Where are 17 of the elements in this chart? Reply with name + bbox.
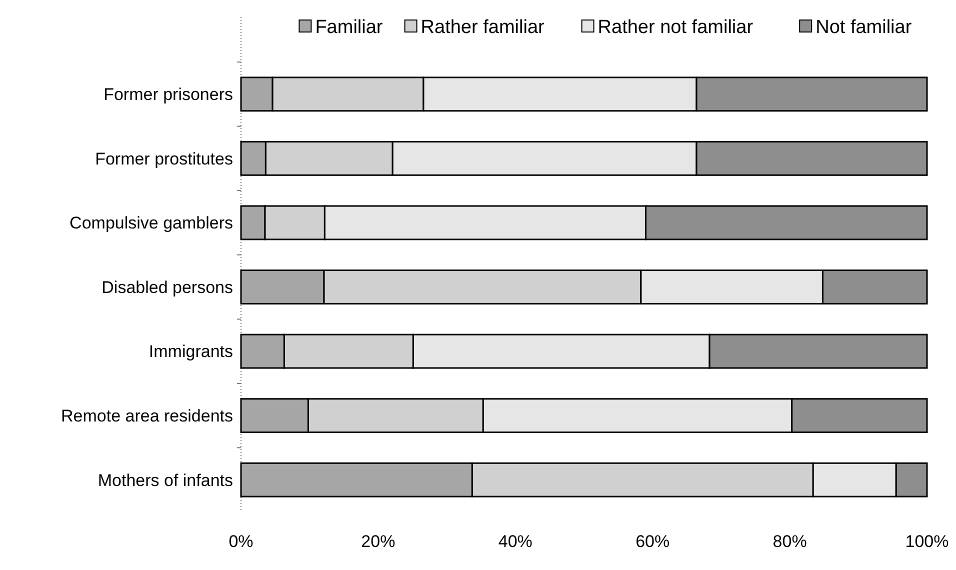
x-tick-label: 80% — [772, 532, 807, 551]
legend-label: Rather familiar — [420, 17, 546, 38]
x-tick-label: 40% — [498, 532, 532, 551]
y-tick-label: Disabled persons — [102, 278, 233, 297]
legend-label: Familiar — [315, 17, 384, 38]
x-tick-label: 60% — [636, 532, 670, 551]
y-tick-label: Former prisoners — [104, 85, 233, 104]
x-tick-label: 20% — [361, 532, 396, 551]
legend-label: Rather not familiar — [598, 17, 754, 38]
legend-label: Not familiar — [816, 17, 912, 38]
y-tick-label: Compulsive gamblers — [70, 214, 233, 233]
x-tick-label: 100% — [905, 532, 949, 551]
y-tick-label: Immigrants — [148, 342, 233, 362]
y-tick-label: Mothers of infants — [98, 470, 233, 490]
y-tick-label: Remote area residents — [61, 406, 233, 426]
y-tick-label: Former prostitutes — [95, 149, 233, 168]
x-tick-label: 0% — [228, 532, 254, 551]
